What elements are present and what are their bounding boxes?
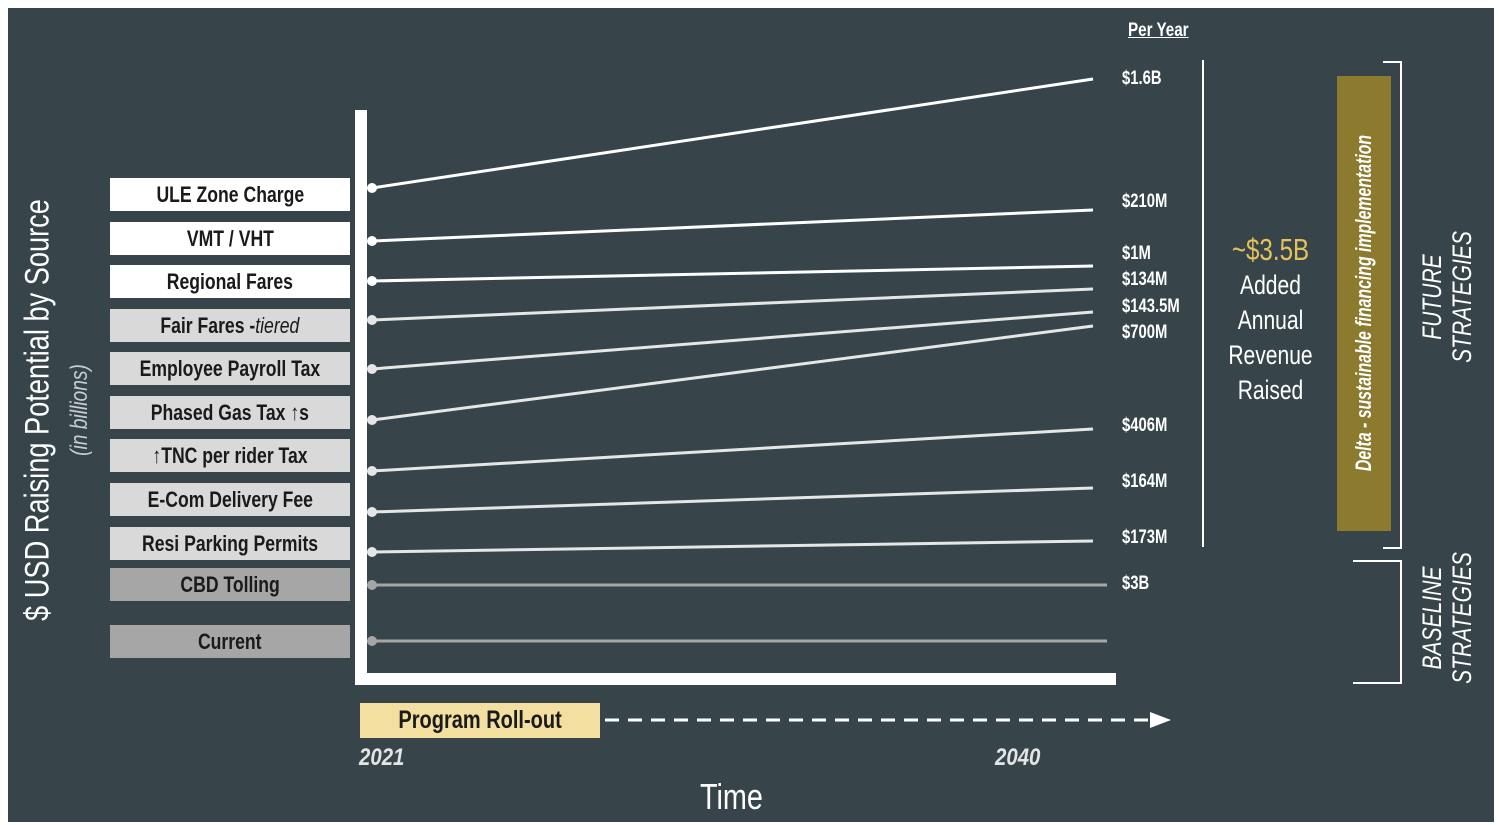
series-start-point [367, 364, 377, 374]
series-line [371, 208, 1094, 243]
series-label-text: Regional Fares [167, 269, 293, 295]
series-start-point [367, 466, 377, 476]
series-line [371, 287, 1094, 322]
series-label-text: ↑TNC per rider Tax [152, 443, 307, 469]
series-line [371, 486, 1094, 514]
x-tick-end: 2040 [995, 744, 1041, 771]
series-start-point [367, 315, 377, 325]
series-label-text: Employee Payroll Tax [140, 356, 321, 382]
series-label: VMT / VHT [110, 222, 350, 255]
series-label: Regional Fares [110, 265, 350, 298]
series-label: Employee Payroll Tax [110, 352, 350, 385]
series-label: Current [110, 625, 350, 658]
series-name: Resi Parking Permits [141, 530, 319, 556]
series-label-text: ULE Zone Charge [156, 182, 304, 208]
series-name: Employee Payroll Tax [139, 355, 321, 381]
x-axis-title: Time [700, 776, 763, 817]
baseline-strategies-label: BASELINE STRATEGIES [1417, 552, 1477, 684]
series-start-point [367, 415, 377, 425]
series-value-label: $1.6B [1122, 68, 1162, 89]
series-start-point [367, 636, 377, 646]
series-name: VMT / VHT [186, 225, 274, 251]
program-rollout-label: Program Roll-out [398, 706, 562, 734]
series-name: Phased Gas Tax ↑s [150, 399, 310, 425]
series-label-text: Fair Fares - tiered [161, 313, 300, 339]
series-line [371, 264, 1094, 283]
series-value-label: $164M [1122, 471, 1168, 492]
series-label-text: E-Com Delivery Fee [147, 487, 312, 513]
series-line [371, 77, 1094, 190]
total-description: Added Annual Revenue Raised [1228, 270, 1313, 405]
series-label: ↑TNC per rider Tax [110, 439, 350, 472]
delta-bar-label: Delta - sustainable financing implementa… [1351, 134, 1376, 472]
series-value-label: $173M [1122, 527, 1168, 548]
series-name: ↑TNC per rider Tax [152, 442, 308, 468]
series-label-text: VMT / VHT [186, 226, 273, 252]
series-label: Phased Gas Tax ↑s [110, 396, 350, 429]
series-label: ULE Zone Charge [110, 178, 350, 211]
series-value-label: $143.5M [1122, 296, 1180, 317]
series-name: Regional Fares [166, 268, 294, 294]
series-value-label: $1M [1122, 243, 1151, 264]
series-label-text: Current [198, 629, 262, 655]
series-label: Resi Parking Permits [110, 527, 350, 560]
series-name: Fair Fares - [160, 312, 256, 338]
series-start-point [367, 236, 377, 246]
series-start-point [367, 507, 377, 517]
series-line [371, 310, 1094, 371]
series-name: E-Com Delivery Fee [147, 486, 313, 512]
series-label-text: CBD Tolling [180, 572, 279, 598]
series-name: Current [198, 628, 262, 654]
series-label: E-Com Delivery Fee [110, 483, 350, 516]
series-start-point [367, 276, 377, 286]
series-value-label: $700M [1122, 322, 1168, 343]
future-bracket [1383, 61, 1402, 549]
series-start-point [367, 547, 377, 557]
series-start-point [367, 183, 377, 193]
rollout-arrow-head [1150, 712, 1171, 728]
series-label: CBD Tolling [110, 568, 350, 601]
future-strategies-label: FUTURE STRATEGIES [1417, 231, 1477, 363]
per-year-header: Per Year [1128, 20, 1189, 41]
total-annotation: ~$3.5B Added Annual Revenue Raised [1213, 232, 1328, 408]
series-label-text: Phased Gas Tax ↑s [151, 400, 309, 426]
series-name: ULE Zone Charge [156, 181, 304, 207]
total-value: ~$3.5B [1231, 232, 1310, 267]
series-line [371, 539, 1094, 554]
delta-bar [1337, 76, 1391, 531]
series-value-label: $3B [1122, 573, 1150, 594]
series-name: CBD Tolling [180, 571, 280, 597]
series-line [371, 324, 1094, 422]
series-label-text: Resi Parking Permits [142, 531, 318, 557]
series-label: Fair Fares - tiered [110, 309, 350, 342]
series-name-suffix: tiered [255, 312, 300, 338]
program-rollout-box: Program Roll-out [360, 703, 600, 738]
series-line [371, 427, 1094, 473]
series-value-label: $406M [1122, 415, 1168, 436]
x-tick-start: 2021 [359, 744, 405, 771]
series-start-point [367, 580, 377, 590]
baseline-bracket [1353, 560, 1402, 684]
series-value-label: $134M [1122, 269, 1168, 290]
series-value-label: $210M [1122, 191, 1168, 212]
